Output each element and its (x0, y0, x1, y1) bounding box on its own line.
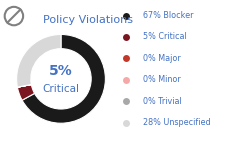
Wedge shape (17, 85, 31, 87)
Wedge shape (17, 85, 31, 87)
Text: 5%: 5% (49, 64, 73, 78)
Text: 0% Trivial: 0% Trivial (143, 97, 182, 106)
Text: Critical: Critical (42, 84, 80, 94)
Text: 5% Critical: 5% Critical (143, 32, 186, 41)
Text: 28% Unspecified: 28% Unspecified (143, 118, 210, 127)
Text: 67% Blocker: 67% Blocker (143, 11, 193, 20)
Text: 0% Major: 0% Major (143, 54, 181, 63)
Wedge shape (22, 34, 105, 123)
Wedge shape (17, 85, 35, 100)
Text: Policy Violations: Policy Violations (43, 15, 133, 25)
Text: 0% Minor: 0% Minor (143, 75, 181, 84)
Wedge shape (17, 34, 61, 87)
Wedge shape (17, 85, 31, 87)
